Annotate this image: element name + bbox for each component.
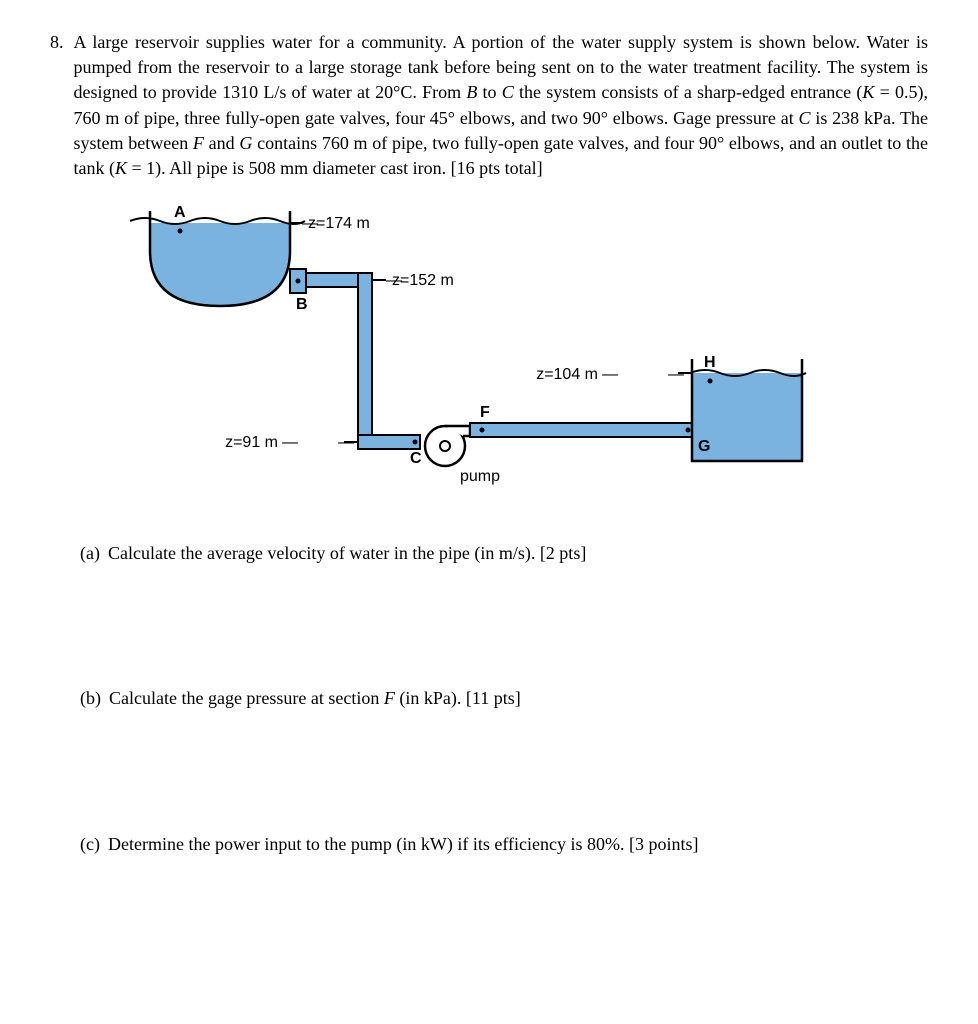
subpart-a-label: (a) bbox=[80, 541, 100, 566]
subpart-a-text: Calculate the average velocity of water … bbox=[108, 541, 928, 566]
problem-number: 8. bbox=[50, 30, 64, 55]
label-pump: pump bbox=[460, 468, 500, 485]
pipe-fg bbox=[470, 423, 692, 437]
var-C: C bbox=[502, 82, 514, 102]
var-G: G bbox=[239, 133, 252, 153]
text: and bbox=[204, 133, 239, 153]
subpart-c-label: (c) bbox=[80, 832, 100, 857]
pipe-bc bbox=[290, 269, 420, 449]
subpart-b-text: Calculate the gage pressure at section F… bbox=[109, 686, 928, 711]
svg-text:—: — bbox=[386, 272, 402, 289]
var-B: B bbox=[466, 82, 477, 102]
system-diagram: A B C F G H pump z=174 m z=152 m z=104 m… bbox=[130, 201, 810, 491]
text: to bbox=[477, 82, 501, 102]
subpart-c-text: Determine the power input to the pump (i… bbox=[108, 832, 928, 857]
svg-text:—: — bbox=[602, 366, 618, 383]
svg-text:—: — bbox=[282, 434, 298, 451]
figure: A B C F G H pump z=174 m z=152 m z=104 m… bbox=[130, 201, 928, 491]
svg-text:—: — bbox=[338, 434, 354, 451]
text: (in kPa). [11 pts] bbox=[395, 688, 521, 708]
elevation-ticks bbox=[290, 223, 692, 442]
text: the system consists of a sharp-edged ent… bbox=[514, 82, 863, 102]
label-F: F bbox=[480, 404, 490, 421]
var-K2: K bbox=[115, 158, 127, 178]
label-H: H bbox=[704, 354, 716, 371]
label-C: C bbox=[410, 450, 422, 467]
label-z91: z=91 m bbox=[225, 434, 278, 451]
problem-8: 8. A large reservoir supplies water for … bbox=[50, 30, 928, 181]
var-F: F bbox=[384, 688, 395, 708]
label-G: G bbox=[698, 438, 710, 455]
var-F: F bbox=[193, 133, 204, 153]
label-z104: z=104 m bbox=[536, 366, 598, 383]
subpart-a: (a) Calculate the average velocity of wa… bbox=[80, 541, 928, 566]
svg-text:—: — bbox=[302, 215, 318, 232]
problem-statement: A large reservoir supplies water for a c… bbox=[74, 30, 929, 181]
subpart-b: (b) Calculate the gage pressure at secti… bbox=[80, 686, 928, 711]
var-C2: C bbox=[799, 108, 811, 128]
subpart-c: (c) Determine the power input to the pum… bbox=[80, 832, 928, 857]
label-A: A bbox=[174, 204, 186, 221]
pump-icon bbox=[425, 426, 470, 466]
text: Calculate the gage pressure at section bbox=[109, 688, 384, 708]
var-K: K bbox=[862, 82, 874, 102]
subpart-b-label: (b) bbox=[80, 686, 101, 711]
text: = 1). All pipe is 508 mm diameter cast i… bbox=[127, 158, 543, 178]
reservoir bbox=[130, 211, 305, 306]
svg-text:—: — bbox=[668, 366, 684, 383]
label-B: B bbox=[296, 296, 308, 313]
